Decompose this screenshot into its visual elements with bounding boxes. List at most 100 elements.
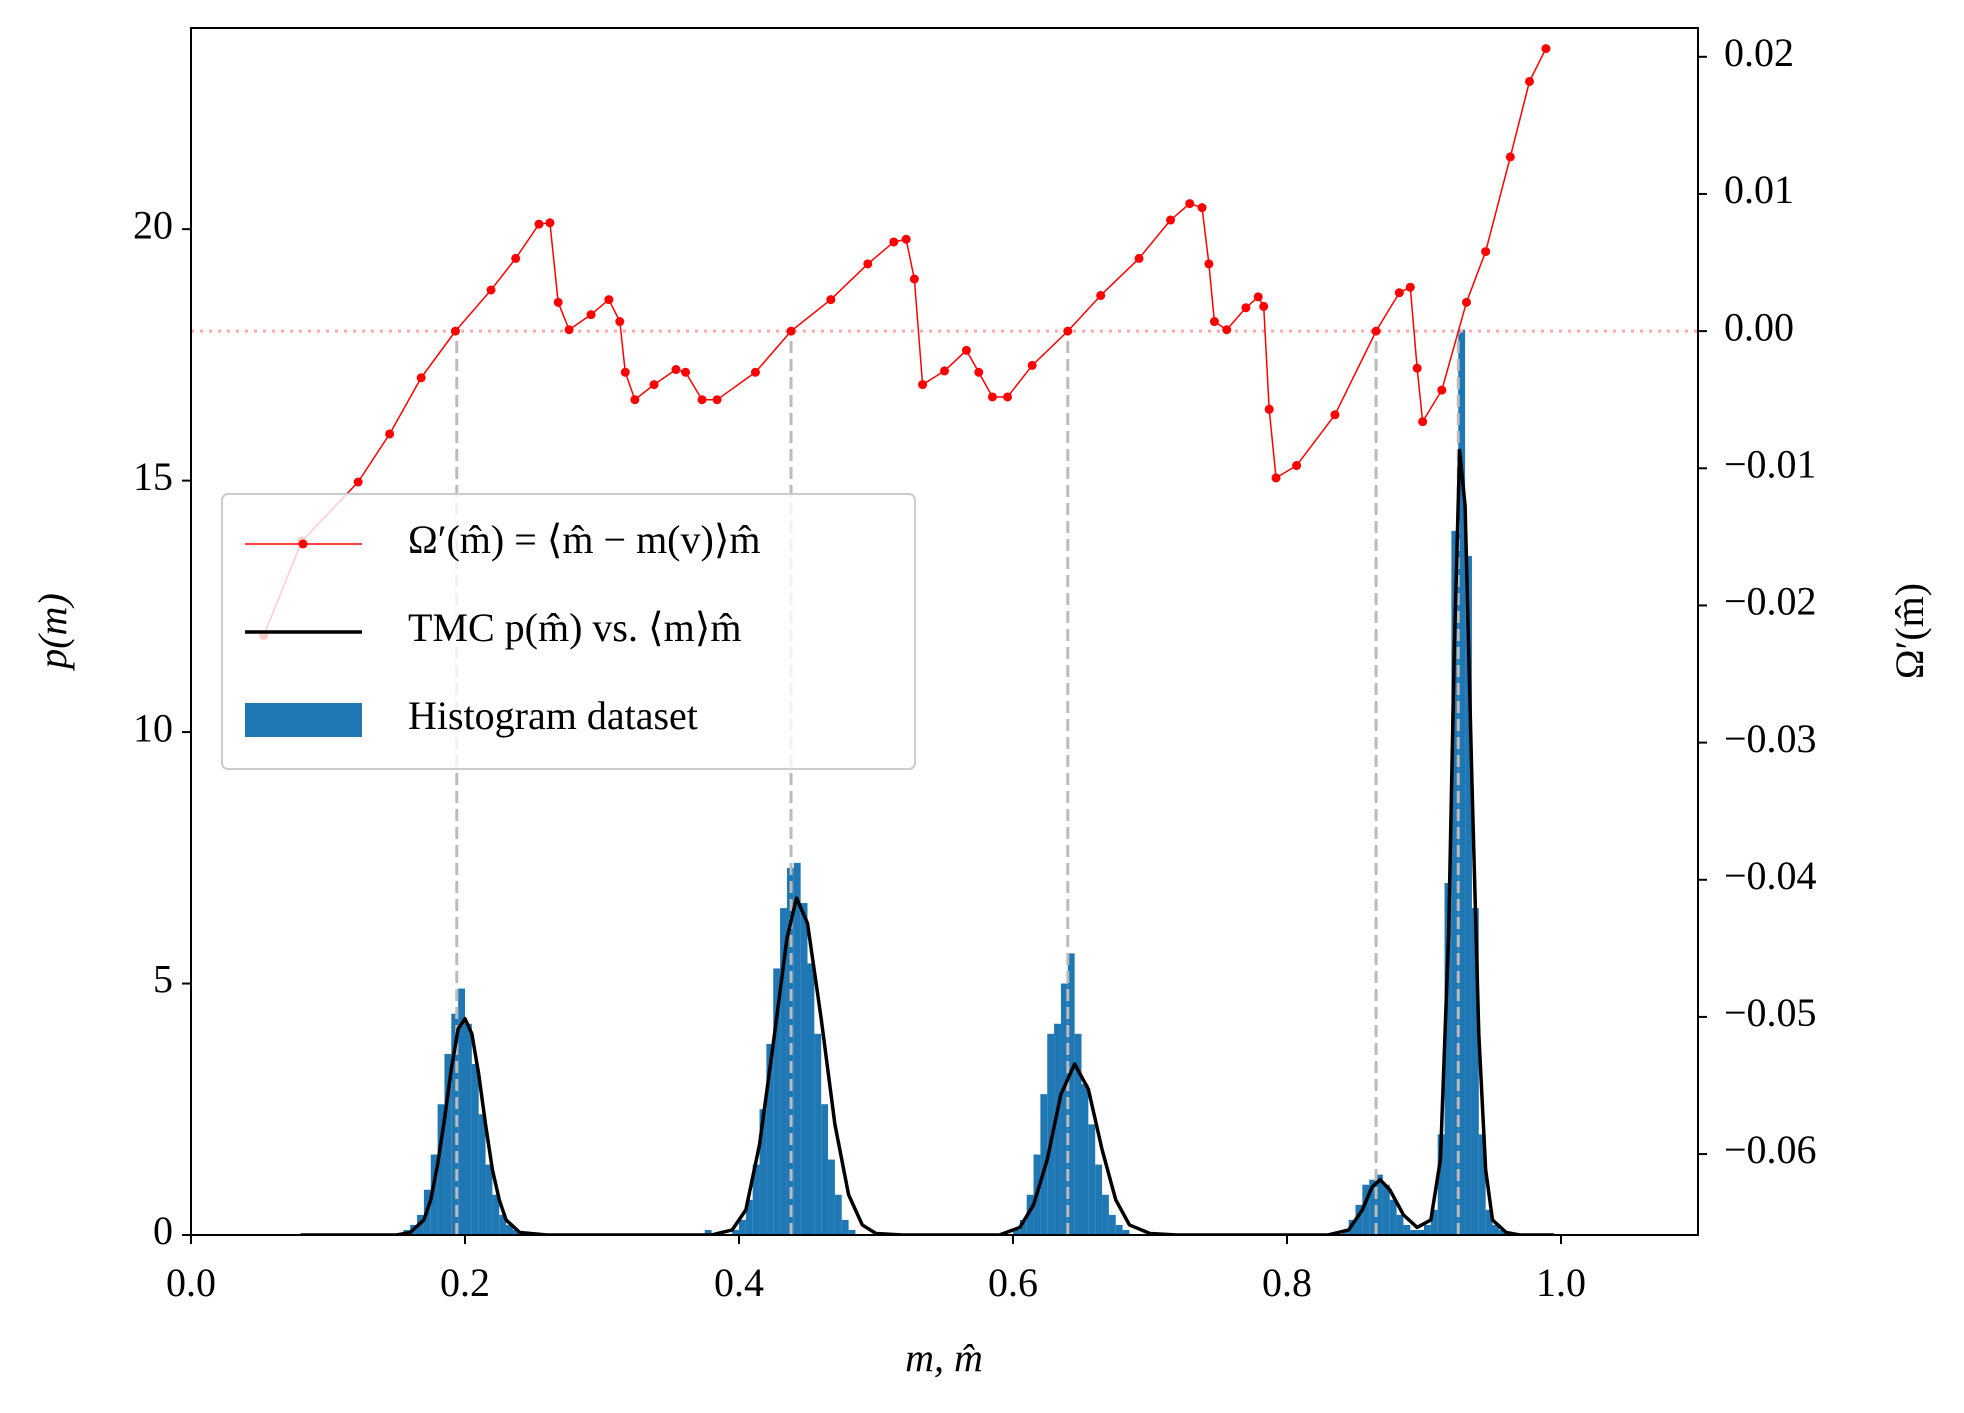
histogram-bar: [1369, 1179, 1377, 1235]
series-marker: [620, 367, 630, 377]
y2-axis-label: Ω′(m̂): [1887, 583, 1932, 679]
series-marker: [1418, 417, 1428, 427]
histogram-bar: [1108, 1214, 1116, 1235]
series-marker: [1134, 253, 1144, 263]
histogram-bar: [506, 1224, 513, 1235]
series-marker: [630, 395, 640, 405]
histogram-bar: [1102, 1194, 1109, 1235]
x-axis-label: m, m̂: [905, 1335, 983, 1380]
legend-label: Ω′(m̂) = ⟨m̂ − m(v)⟩m̂: [408, 517, 761, 562]
histogram-bar: [451, 1013, 459, 1235]
y2-tick-label: −0.05: [1724, 990, 1817, 1035]
series-marker: [961, 345, 971, 355]
series-marker: [416, 373, 426, 383]
histogram-bar: [1396, 1214, 1404, 1235]
series-marker: [353, 477, 363, 487]
series-marker: [1461, 297, 1471, 307]
histogram-bar: [759, 1109, 767, 1235]
x-tick-label: 0.8: [1262, 1260, 1312, 1305]
series-marker: [1505, 152, 1515, 162]
series-marker: [1405, 282, 1415, 292]
histogram-bar: [704, 1229, 712, 1235]
series-marker: [604, 295, 614, 305]
x-tick-label: 0.4: [714, 1260, 764, 1305]
axes-frame: [190, 27, 1699, 1236]
series-marker: [1437, 385, 1447, 395]
series-marker: [1063, 326, 1073, 336]
series-marker: [1003, 392, 1013, 402]
series-marker: [1027, 360, 1037, 370]
histogram-bar: [1478, 1134, 1486, 1235]
histogram-bar: [465, 1023, 472, 1235]
histogram-bar: [1376, 1174, 1383, 1235]
x-tick-label: 1.0: [1536, 1260, 1586, 1305]
series-marker: [987, 392, 997, 402]
series-marker: [750, 367, 760, 377]
histogram-bar: [1424, 1224, 1431, 1235]
series-marker: [863, 259, 873, 269]
series-marker: [1292, 461, 1302, 471]
series-marker: [1185, 199, 1195, 209]
y-axis-label: p(m): [30, 593, 75, 672]
histogram-bar: [848, 1229, 856, 1235]
series-marker: [553, 297, 563, 307]
histogram-bar: [1499, 1229, 1507, 1235]
series-marker: [1371, 326, 1381, 336]
histogram-bar: [1465, 556, 1472, 1235]
y2-tick-label: −0.03: [1724, 716, 1817, 761]
histogram-bar: [745, 1199, 753, 1235]
series-marker: [1166, 215, 1176, 225]
series-marker: [1197, 203, 1207, 213]
series-marker: [1222, 325, 1232, 335]
series-marker: [649, 380, 659, 390]
y2-tick-label: −0.01: [1724, 441, 1817, 486]
histogram-bar: [807, 963, 815, 1235]
series-marker: [974, 367, 984, 377]
series-marker: [545, 218, 555, 228]
series-marker: [534, 219, 544, 229]
series-marker: [918, 380, 928, 390]
histogram-bar: [1430, 1209, 1438, 1235]
series-marker: [1541, 44, 1551, 54]
series-marker: [1271, 473, 1281, 483]
series-marker: [1241, 303, 1251, 313]
series-marker: [889, 237, 899, 247]
y2-tick-label: −0.06: [1724, 1127, 1817, 1172]
series-marker: [486, 285, 496, 295]
series-marker: [1330, 410, 1340, 420]
legend-box: [221, 493, 916, 770]
histogram-bar: [1019, 1219, 1027, 1235]
histogram-bar: [1362, 1184, 1370, 1235]
x-tick-label: 0.6: [988, 1260, 1038, 1305]
series-line: [300, 448, 1555, 1235]
series-marker: [450, 326, 460, 336]
histogram-bar: [1403, 1224, 1411, 1235]
histogram-bar: [1492, 1224, 1500, 1235]
series-marker: [786, 326, 796, 336]
histogram-bar: [1444, 882, 1452, 1235]
series-marker: [712, 395, 722, 405]
histogram-bar: [471, 1064, 479, 1235]
plot-area: [191, 44, 1698, 1235]
series-marker: [1481, 247, 1491, 257]
histogram-bar: [1060, 983, 1068, 1235]
histogram-bar: [1382, 1184, 1390, 1235]
series-marker: [681, 367, 691, 377]
legend-swatch: [245, 703, 362, 737]
histogram-bar: [1074, 1033, 1082, 1235]
histogram-bar: [1417, 1229, 1424, 1235]
series-marker: [1412, 363, 1422, 373]
legend-marker: [298, 539, 308, 549]
histogram-bar: [1122, 1229, 1130, 1235]
histogram-bar: [1437, 1134, 1445, 1235]
histogram-bar: [478, 1114, 486, 1235]
histogram-bar: [1095, 1164, 1103, 1235]
series-marker: [1209, 317, 1219, 327]
histogram-bar: [1410, 1229, 1418, 1235]
histogram-bar: [1026, 1194, 1034, 1235]
histogram-bar: [1040, 1094, 1048, 1235]
histogram-bar: [766, 1043, 774, 1235]
series-marker: [564, 325, 574, 335]
histogram-bar: [1054, 1023, 1061, 1235]
